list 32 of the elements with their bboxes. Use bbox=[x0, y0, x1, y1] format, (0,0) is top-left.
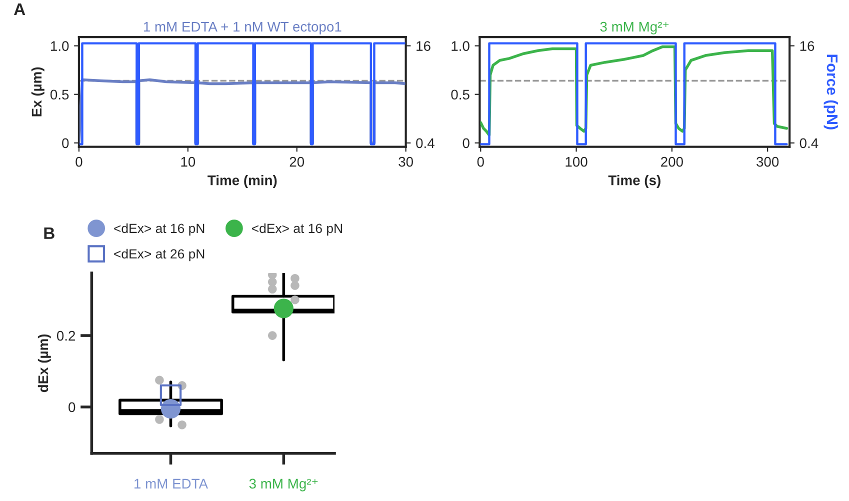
y-axis-title: Ex (µm) bbox=[31, 67, 44, 116]
y-tick-label: 1.0 bbox=[452, 41, 470, 51]
y2-tick-label: 0.4 bbox=[800, 138, 818, 148]
y-tick-label: 0 bbox=[462, 138, 470, 148]
x-tick-label: 20 bbox=[290, 156, 304, 167]
x-tick-label: 0 bbox=[477, 156, 484, 167]
text: B bbox=[44, 227, 54, 239]
legend-label: <dEx> at 16 pN bbox=[252, 223, 342, 236]
y2-axis-title: Force (pN) bbox=[824, 54, 838, 130]
legend-label: <dEx> at 26 pN bbox=[114, 248, 204, 262]
x-tick-label: 100 bbox=[566, 156, 588, 167]
y-axis-title: dEx (µm) bbox=[38, 334, 51, 392]
y-tick-label: 0.5 bbox=[451, 90, 470, 100]
y2-tick-label: 16 bbox=[800, 41, 814, 51]
y2-tick-label: 0.4 bbox=[416, 138, 434, 148]
y-tick-label: 1.0 bbox=[50, 41, 69, 51]
y-tick-label: 0.2 bbox=[56, 330, 76, 341]
text: A bbox=[14, 3, 26, 15]
legend-label: <dEx> at 16 pN bbox=[114, 223, 204, 236]
x-tick-label: 10 bbox=[181, 156, 196, 167]
chart-title: 3 mM Mg²⁺ bbox=[600, 22, 669, 34]
x-tick-label: 300 bbox=[756, 156, 779, 167]
y-tick-label: 0 bbox=[62, 138, 69, 148]
x-axis-title: Time (min) bbox=[208, 175, 277, 188]
x-tick-label: 200 bbox=[661, 156, 683, 167]
x-tick-label: 1 mM EDTA bbox=[134, 478, 208, 488]
y2-tick-label: 16 bbox=[416, 41, 430, 51]
chart-title: 1 mM EDTA + 1 nM WT ectopo1 bbox=[144, 22, 342, 34]
x-tick-label: 0 bbox=[76, 156, 82, 167]
x-tick-label: 30 bbox=[398, 156, 414, 167]
x-axis-title: Time (s) bbox=[608, 175, 660, 188]
y-tick-label: 0.5 bbox=[50, 90, 69, 100]
